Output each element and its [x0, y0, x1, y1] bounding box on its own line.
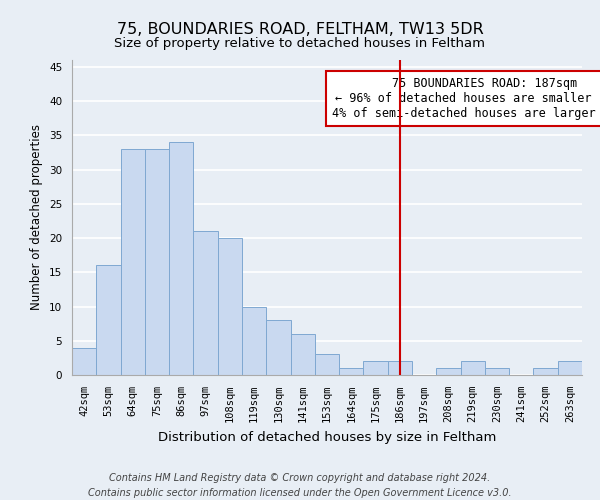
X-axis label: Distribution of detached houses by size in Feltham: Distribution of detached houses by size …: [158, 430, 496, 444]
Bar: [193, 231, 218, 375]
Text: 75 BOUNDARIES ROAD: 187sqm
← 96% of detached houses are smaller (191)
4% of semi: 75 BOUNDARIES ROAD: 187sqm ← 96% of deta…: [332, 77, 600, 120]
Bar: [364, 362, 388, 375]
Bar: [145, 149, 169, 375]
Bar: [290, 334, 315, 375]
Bar: [485, 368, 509, 375]
Bar: [266, 320, 290, 375]
Text: Contains HM Land Registry data © Crown copyright and database right 2024.
Contai: Contains HM Land Registry data © Crown c…: [88, 472, 512, 498]
Bar: [558, 362, 582, 375]
Bar: [218, 238, 242, 375]
Bar: [533, 368, 558, 375]
Bar: [72, 348, 96, 375]
Bar: [96, 266, 121, 375]
Bar: [121, 149, 145, 375]
Bar: [339, 368, 364, 375]
Bar: [242, 306, 266, 375]
Bar: [461, 362, 485, 375]
Bar: [388, 362, 412, 375]
Y-axis label: Number of detached properties: Number of detached properties: [31, 124, 43, 310]
Text: 75, BOUNDARIES ROAD, FELTHAM, TW13 5DR: 75, BOUNDARIES ROAD, FELTHAM, TW13 5DR: [116, 22, 484, 38]
Bar: [315, 354, 339, 375]
Text: Size of property relative to detached houses in Feltham: Size of property relative to detached ho…: [115, 38, 485, 51]
Bar: [169, 142, 193, 375]
Bar: [436, 368, 461, 375]
